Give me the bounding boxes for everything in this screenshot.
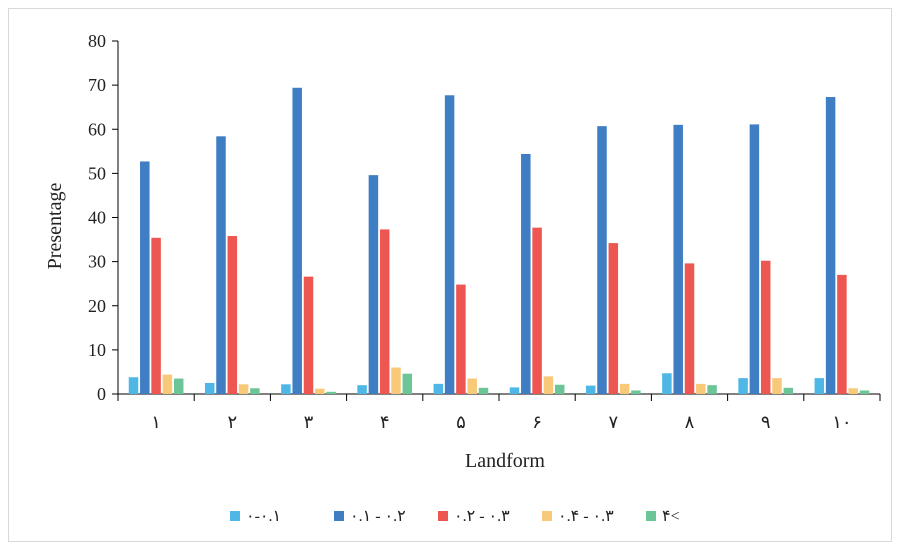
bar [509, 387, 520, 394]
bar [151, 237, 161, 394]
chart-frame: 0 10 20 30 40 50 60 70 80 ١ ٢ ٣ ۴ ۵ ۶ ٧ ٨ ٩ ١٠ Presentage… [8, 8, 892, 542]
legend-label: ٠.٣ - ٠.٢ [454, 508, 510, 525]
bar [467, 378, 477, 394]
bar [848, 388, 858, 394]
bar [357, 385, 367, 394]
legend-swatch [646, 511, 656, 521]
x-tick-label: ٢ [227, 412, 237, 432]
legend-swatch [542, 511, 552, 521]
bar [673, 124, 683, 395]
y-tick-label: 80 [88, 31, 106, 51]
legend-swatch [438, 511, 448, 521]
bar [608, 243, 619, 394]
bar [250, 388, 260, 394]
bar [391, 367, 401, 394]
y-tick-label: 40 [88, 208, 106, 228]
bar [772, 378, 782, 394]
bar [227, 236, 238, 394]
y-tick-label: 50 [88, 163, 106, 183]
x-tick-label: ٨ [685, 412, 695, 432]
bar-chart: 0 10 20 30 40 50 60 70 80 ١ ٢ ٣ ۴ ۵ ۶ ٧ ٨ ٩ ١٠ Presentage… [44, 31, 881, 525]
x-tick-label: ۴ [380, 412, 390, 432]
bar [326, 391, 336, 394]
legend-label: ۴< [662, 508, 680, 525]
bar [814, 378, 825, 394]
bar [532, 227, 542, 394]
x-tick-label: ٣ [304, 412, 314, 432]
bar [696, 383, 706, 394]
bar [368, 175, 379, 394]
bar [662, 373, 672, 394]
legend-swatch [230, 511, 240, 521]
x-tick-label: ۵ [456, 412, 466, 432]
bar [238, 384, 249, 394]
y-tick-label: 30 [88, 252, 106, 272]
bar [315, 388, 325, 394]
bar [456, 284, 466, 394]
bar [204, 382, 215, 394]
legend-label: ٠.۴ - ٠.٣ [558, 508, 614, 525]
bar [749, 124, 760, 395]
bar [738, 378, 748, 394]
bar [478, 387, 489, 394]
bar [281, 384, 291, 394]
bar [140, 161, 150, 394]
legend-label: ٠.٢ - ٠.١ [350, 508, 406, 525]
bar [554, 384, 565, 394]
bar [543, 376, 554, 394]
y-tick-label: 60 [88, 119, 106, 139]
y-tick-label: 10 [88, 340, 106, 360]
y-axis-title: Presentage [44, 183, 66, 270]
bar [216, 136, 226, 394]
x-axis-title: Landform [465, 450, 545, 472]
y-tick-label: 0 [97, 384, 106, 404]
bar [760, 260, 771, 394]
bar [444, 95, 455, 395]
bar [707, 385, 717, 394]
bar [631, 390, 641, 394]
bar [859, 390, 870, 394]
x-tick-label: ١ [151, 412, 161, 432]
bar [379, 229, 390, 394]
x-tick-label: ١٠ [832, 412, 851, 432]
bar [619, 383, 630, 394]
legend: ٠.١-٠ ٠.٢ - ٠.١ ٠.٣ - ٠.٢ ٠.۴ - ٠.٣ ۴< [230, 508, 680, 525]
x-tick-label: ٩ [761, 412, 771, 432]
legend-swatch [334, 511, 344, 521]
bar [292, 87, 302, 395]
bar [585, 385, 596, 394]
bar [825, 97, 836, 394]
legend-label: ٠.١-٠ [246, 508, 281, 525]
x-tick-label: ٧ [608, 412, 618, 432]
bar [402, 373, 413, 394]
bar [173, 378, 184, 394]
y-tick-label: 70 [88, 75, 106, 95]
bar [128, 377, 139, 394]
bar [303, 276, 314, 394]
bar [783, 387, 794, 394]
bar [521, 153, 531, 394]
bar [433, 383, 444, 394]
bar [597, 126, 607, 394]
bar [162, 374, 173, 394]
x-tick-label: ۶ [532, 412, 542, 432]
y-axis: 0 10 20 30 40 50 60 70 80 [88, 31, 119, 404]
bar [684, 263, 695, 394]
y-tick-label: 20 [88, 296, 106, 316]
bar [837, 274, 847, 394]
x-axis: ١ ٢ ٣ ۴ ۵ ۶ ٧ ٨ ٩ ١٠ [117, 393, 881, 432]
bars [128, 87, 870, 395]
